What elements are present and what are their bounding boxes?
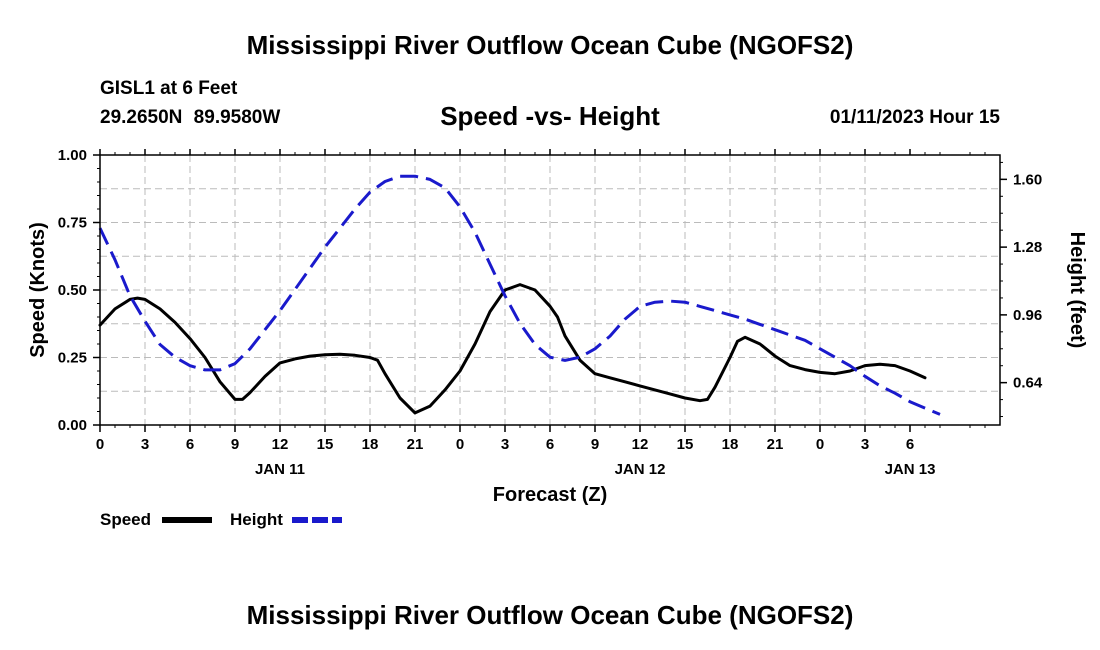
x-tick-label: 12 — [272, 436, 289, 453]
y2-tick-label: 0.64 — [1013, 375, 1043, 392]
y2-tick-label: 0.96 — [1013, 307, 1042, 324]
y-tick-label: 0.25 — [58, 350, 87, 367]
y-axis-title: Speed (Knots) — [27, 222, 49, 358]
speed-series-line — [98, 283, 927, 415]
height-series-line — [98, 174, 941, 416]
series-layer — [98, 174, 941, 416]
x-tick-label: 21 — [407, 436, 424, 453]
axis-labels: 0 3 6 9 12 15 18 21 0 3 6 9 12 15 18 21 0 3 6 JAN 11 JAN 12 J… — [27, 147, 1088, 506]
day-label: JAN 11 — [255, 461, 305, 478]
legend-height-label: Height — [230, 510, 283, 529]
forecast-datetime: 01/11/2023 Hour 15 — [829, 107, 1000, 128]
x-tick-label: 9 — [591, 436, 599, 453]
x-tick-label: 6 — [906, 436, 914, 453]
y-tick-label: 0.50 — [58, 282, 87, 299]
x-tick-label: 21 — [767, 436, 784, 453]
x-tick-label: 9 — [231, 436, 239, 453]
y-tick-label: 0.00 — [58, 417, 87, 434]
chart-main-title: Mississippi River Outflow Ocean Cube (NG… — [246, 30, 854, 60]
x-axis-title: Forecast (Z) — [493, 484, 607, 506]
legend: Speed Height — [100, 510, 342, 529]
x-tick-label: 0 — [816, 436, 824, 453]
x-tick-label: 12 — [632, 436, 649, 453]
x-tick-label: 18 — [722, 436, 739, 453]
x-tick-label: 0 — [96, 436, 104, 453]
legend-speed-label: Speed — [100, 510, 151, 529]
x-tick-label: 3 — [501, 436, 509, 453]
station-name: GISL1 at 6 Feet — [100, 78, 238, 99]
x-tick-label: 6 — [186, 436, 194, 453]
grid — [100, 155, 1000, 425]
x-tick-label: 3 — [861, 436, 869, 453]
x-tick-label: 15 — [317, 436, 334, 453]
axis-ticks — [93, 149, 1007, 432]
x-tick-label: 3 — [141, 436, 149, 453]
y-tick-label: 1.00 — [58, 147, 87, 164]
station-coordinates: 29.2650N 89.9580W — [100, 107, 281, 128]
x-tick-label: 18 — [362, 436, 379, 453]
y2-tick-label: 1.28 — [1013, 239, 1042, 256]
y-tick-label: 0.75 — [58, 215, 87, 232]
y2-tick-label: 1.60 — [1013, 171, 1042, 188]
repeated-main-title: Mississippi River Outflow Ocean Cube (NG… — [246, 600, 854, 630]
day-label: JAN 12 — [615, 461, 666, 478]
day-label: JAN 13 — [885, 461, 936, 478]
y2-axis-title: Height (feet) — [1066, 232, 1088, 349]
x-tick-label: 6 — [546, 436, 554, 453]
x-tick-label: 15 — [677, 436, 694, 453]
x-tick-label: 0 — [456, 436, 464, 453]
chart-subtitle: Speed -vs- Height — [440, 101, 660, 131]
